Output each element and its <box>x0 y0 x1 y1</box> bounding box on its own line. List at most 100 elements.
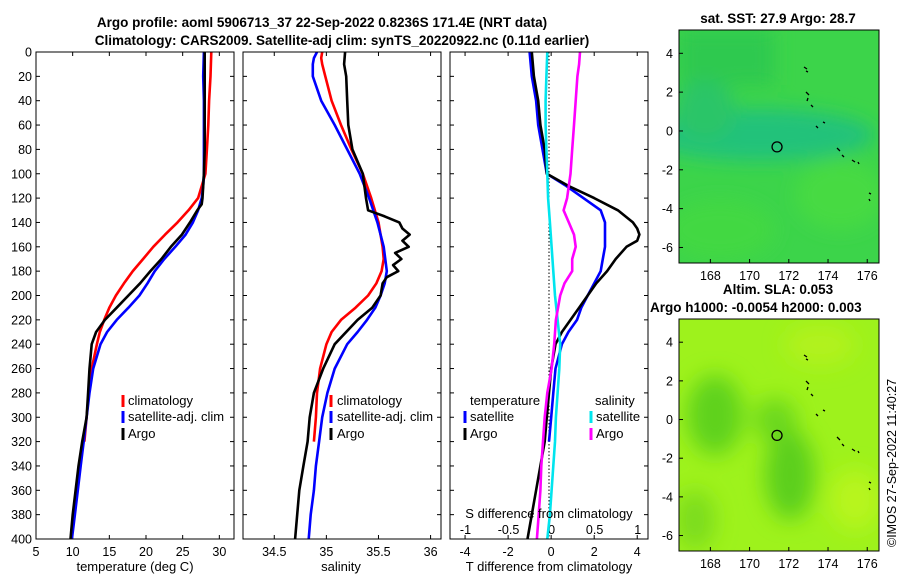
series-line-salinity-satellite <box>544 52 562 539</box>
island <box>815 121 826 129</box>
figure-title-line2: Climatology: CARS2009. Satellite-adj cli… <box>95 33 589 48</box>
temperature-legend: climatology satellite-adj. clim Argo <box>121 393 224 441</box>
sla-blob <box>687 375 743 455</box>
series-line-temperature-argo <box>526 52 641 539</box>
map-y-tick-label: 0 <box>666 413 673 427</box>
x-tick-label: 20 <box>139 545 153 559</box>
map-y-tick-label: -6 <box>662 529 673 543</box>
salinity-xlabel: salinity <box>321 559 361 574</box>
legend-label-satellite: satellite-adj. clim <box>337 409 433 424</box>
series-line-satellite <box>70 52 206 539</box>
series-line-argo <box>69 52 206 539</box>
map-x-tick-label: 168 <box>700 269 721 283</box>
sst-argo-marker <box>771 141 783 153</box>
x-tick-label: 4 <box>634 545 641 559</box>
legend-label-sal-argo: Argo <box>596 426 623 441</box>
x-tick-label: 36 <box>424 545 438 559</box>
y-tick-label: 360 <box>11 484 32 498</box>
x-tick-label: 0 <box>548 545 555 559</box>
map-y-tick-label: -2 <box>662 452 673 466</box>
sst-blob <box>679 30 774 85</box>
map-y-tick-label: -2 <box>662 163 673 177</box>
legend-label-argo: Argo <box>128 426 155 441</box>
map-y-tick-label: -6 <box>662 241 673 255</box>
y-tick-label: 0 <box>25 46 32 60</box>
island <box>836 147 860 165</box>
legend-label-argo: Argo <box>337 426 364 441</box>
y-tick-label: 240 <box>11 338 32 352</box>
y-tick-label: 120 <box>11 192 32 206</box>
sst-map-title: sat. SST: 27.9 Argo: 28.7 <box>700 11 856 26</box>
x-tick-label: -2 <box>503 545 514 559</box>
sst-blob <box>679 200 775 260</box>
salinity-legend: climatology satellite-adj. clim Argo <box>329 393 433 441</box>
s-diff-tick-label: -0.5 <box>498 523 520 537</box>
s-diff-tick-label: 0.5 <box>586 523 603 537</box>
sst-map-axes: 168 170 172 174 176 -6 -4 -2 0 2 4 <box>662 47 878 283</box>
sst-blob <box>795 160 879 230</box>
y-tick-label: 20 <box>18 70 32 84</box>
difference-xlabel-top: S difference from climatology <box>465 506 633 521</box>
x-tick-label: 10 <box>66 545 80 559</box>
map-y-tick-label: -4 <box>662 202 673 216</box>
sla-coastlines <box>803 354 872 491</box>
y-tick-label: 300 <box>11 411 32 425</box>
x-tick-label: 35.5 <box>366 545 390 559</box>
figure-title-line1: Argo profile: aoml 5906713_37 22-Sep-202… <box>97 15 547 30</box>
sla-map-axes: 168 170 172 174 176 -6 -4 -2 0 2 4 <box>662 336 878 571</box>
s-diff-tick-label: 1 <box>634 523 641 537</box>
x-tick-label: 2 <box>591 545 598 559</box>
legend-title-temperature: temperature <box>470 393 540 408</box>
island <box>803 354 809 361</box>
legend-label-temp-argo: Argo <box>470 426 497 441</box>
sst-blob <box>679 80 735 140</box>
salinity-lines <box>293 52 412 539</box>
map-y-tick-label: 2 <box>666 374 673 388</box>
y-tick-label: 140 <box>11 216 32 230</box>
island <box>868 192 872 202</box>
y-tick-label: 200 <box>11 289 32 303</box>
map-x-tick-label: 170 <box>739 269 760 283</box>
sst-coastlines <box>803 66 872 202</box>
sla-map-title-line2: Argo h1000: -0.0054 h2000: 0.003 <box>650 300 862 315</box>
x-tick-label: 30 <box>212 545 226 559</box>
sst-map-panel: sat. SST: 27.9 Argo: 28.7 168 170 172 174 17… <box>662 11 880 283</box>
x-tick-label: 35 <box>319 545 333 559</box>
map-x-tick-label: 176 <box>857 269 878 283</box>
island <box>815 409 826 417</box>
y-tick-label: 380 <box>11 508 32 522</box>
legend-label-climatology: climatology <box>337 393 403 408</box>
island <box>803 66 809 73</box>
map-y-tick-label: 4 <box>666 336 673 350</box>
temperature-xlabel: temperature (deg C) <box>76 559 193 574</box>
s-diff-tick-label: 0 <box>548 523 555 537</box>
map-x-tick-label: 174 <box>818 269 839 283</box>
legend-label-satellite: satellite-adj. clim <box>128 409 224 424</box>
difference-frame <box>449 51 649 540</box>
y-tick-label: 400 <box>11 533 32 547</box>
difference-xlabel: T difference from climatology <box>466 559 633 574</box>
y-tick-label: 160 <box>11 240 32 254</box>
map-y-tick-label: 2 <box>666 86 673 100</box>
legend-label-sal-satellite: satellite <box>596 409 640 424</box>
y-tick-label: 340 <box>11 459 32 473</box>
temperature-axes: 0 20 40 60 80 100 120 140 160 180 200 220 240 260 280 3… <box>11 46 234 559</box>
y-tick-label: 220 <box>11 313 32 327</box>
series-line-temperature-satellite <box>528 52 607 442</box>
map-x-tick-label: 174 <box>818 557 839 571</box>
sla-map-panel: Altim. SLA: 0.053 Argo h1000: -0.0054 h2… <box>650 282 880 571</box>
y-tick-label: 320 <box>11 435 32 449</box>
x-tick-label: 25 <box>176 545 190 559</box>
y-tick-label: 60 <box>18 119 32 133</box>
watermark: ©IMOS 27-Sep-2022 11:40:27 <box>885 379 899 547</box>
island <box>805 91 814 108</box>
sst-map-field <box>679 30 879 263</box>
sla-map-field <box>679 319 879 551</box>
temperature-frame <box>35 51 235 540</box>
y-tick-label: 40 <box>18 94 32 108</box>
sla-blob <box>785 325 855 365</box>
sst-map-frame <box>678 29 880 264</box>
legend-title-salinity: salinity <box>595 393 635 408</box>
sla-blob <box>679 490 715 550</box>
